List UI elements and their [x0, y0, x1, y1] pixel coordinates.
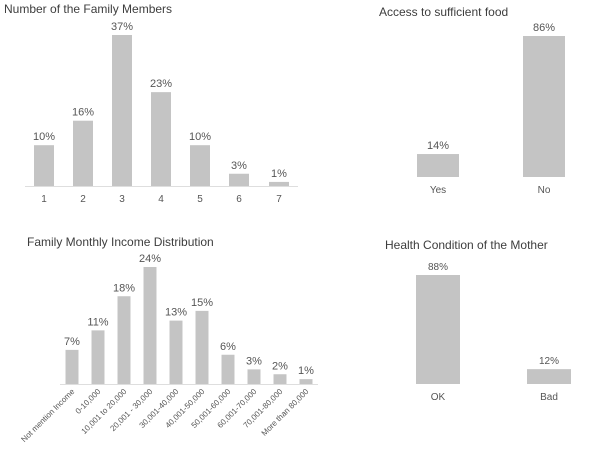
category-label-family-6: 6: [236, 194, 242, 205]
data-label-family-6: 3%: [231, 160, 247, 172]
category-label-income-1: Not mention Income: [19, 387, 76, 444]
data-label-income-8: 3%: [246, 355, 262, 367]
chart-title-income: Family Monthly Income Distribution: [27, 235, 214, 249]
bar-income-7: [221, 354, 235, 384]
bar-food-1: [417, 154, 459, 177]
chart-title-food-access: Access to sufficient food: [379, 5, 509, 19]
category-label-income-10: More than 80,000: [260, 387, 311, 438]
bar-income-6: [195, 310, 209, 384]
data-label-health-1: 88%: [428, 262, 448, 273]
bar-food-2: [523, 36, 565, 177]
bar-family-5: [190, 145, 210, 186]
data-label-food-2: 86%: [533, 22, 555, 34]
data-label-income-7: 6%: [220, 341, 236, 353]
data-label-income-9: 2%: [272, 360, 288, 372]
category-label-family-3: 3: [119, 194, 125, 205]
data-label-income-3: 18%: [113, 282, 135, 294]
category-label-family-7: 7: [276, 194, 282, 205]
bar-income-1: [65, 349, 79, 384]
chart-title-mother-health: Health Condition of the Mother: [385, 238, 548, 252]
data-label-income-4: 24%: [139, 253, 161, 265]
data-label-family-2: 16%: [72, 107, 94, 119]
bar-family-4: [151, 92, 171, 186]
bar-health-2: [527, 369, 571, 384]
category-label-income-3: 10,001 to 20,000: [80, 387, 129, 436]
bar-income-2: [91, 330, 105, 384]
data-label-family-5: 10%: [189, 131, 211, 143]
data-label-income-1: 7%: [64, 336, 80, 348]
bar-family-2: [73, 120, 93, 186]
data-label-income-10: 1%: [298, 365, 314, 377]
bar-income-9: [273, 374, 287, 384]
bar-family-7: [269, 181, 289, 186]
category-label-health-2: Bad: [540, 392, 558, 403]
chart-title-family-members: Number of the Family Members: [4, 2, 173, 16]
bar-family-3: [112, 35, 132, 186]
data-label-income-5: 13%: [165, 307, 187, 319]
data-label-food-1: 14%: [427, 140, 449, 152]
data-label-family-3: 37%: [111, 21, 133, 33]
bar-income-4: [143, 267, 157, 384]
category-label-food-1: Yes: [430, 185, 446, 196]
category-label-health-1: OK: [431, 392, 446, 403]
bar-income-5: [169, 320, 183, 384]
bar-health-1: [416, 275, 460, 384]
category-label-family-1: 1: [41, 194, 47, 205]
category-label-food-2: No: [538, 185, 551, 196]
category-label-family-4: 4: [158, 194, 164, 205]
bar-family-6: [229, 173, 249, 186]
category-label-family-5: 5: [197, 194, 203, 205]
data-label-family-4: 23%: [150, 78, 172, 90]
bar-income-3: [117, 296, 131, 384]
data-label-family-7: 1%: [271, 168, 287, 180]
data-label-income-2: 11%: [87, 316, 108, 328]
bar-income-10: [299, 379, 313, 384]
data-label-health-2: 12%: [539, 356, 559, 367]
bar-income-8: [247, 369, 261, 384]
data-label-income-6: 15%: [191, 297, 213, 309]
data-label-family-1: 10%: [33, 131, 55, 143]
category-label-family-2: 2: [80, 194, 86, 205]
bar-family-1: [34, 145, 54, 186]
